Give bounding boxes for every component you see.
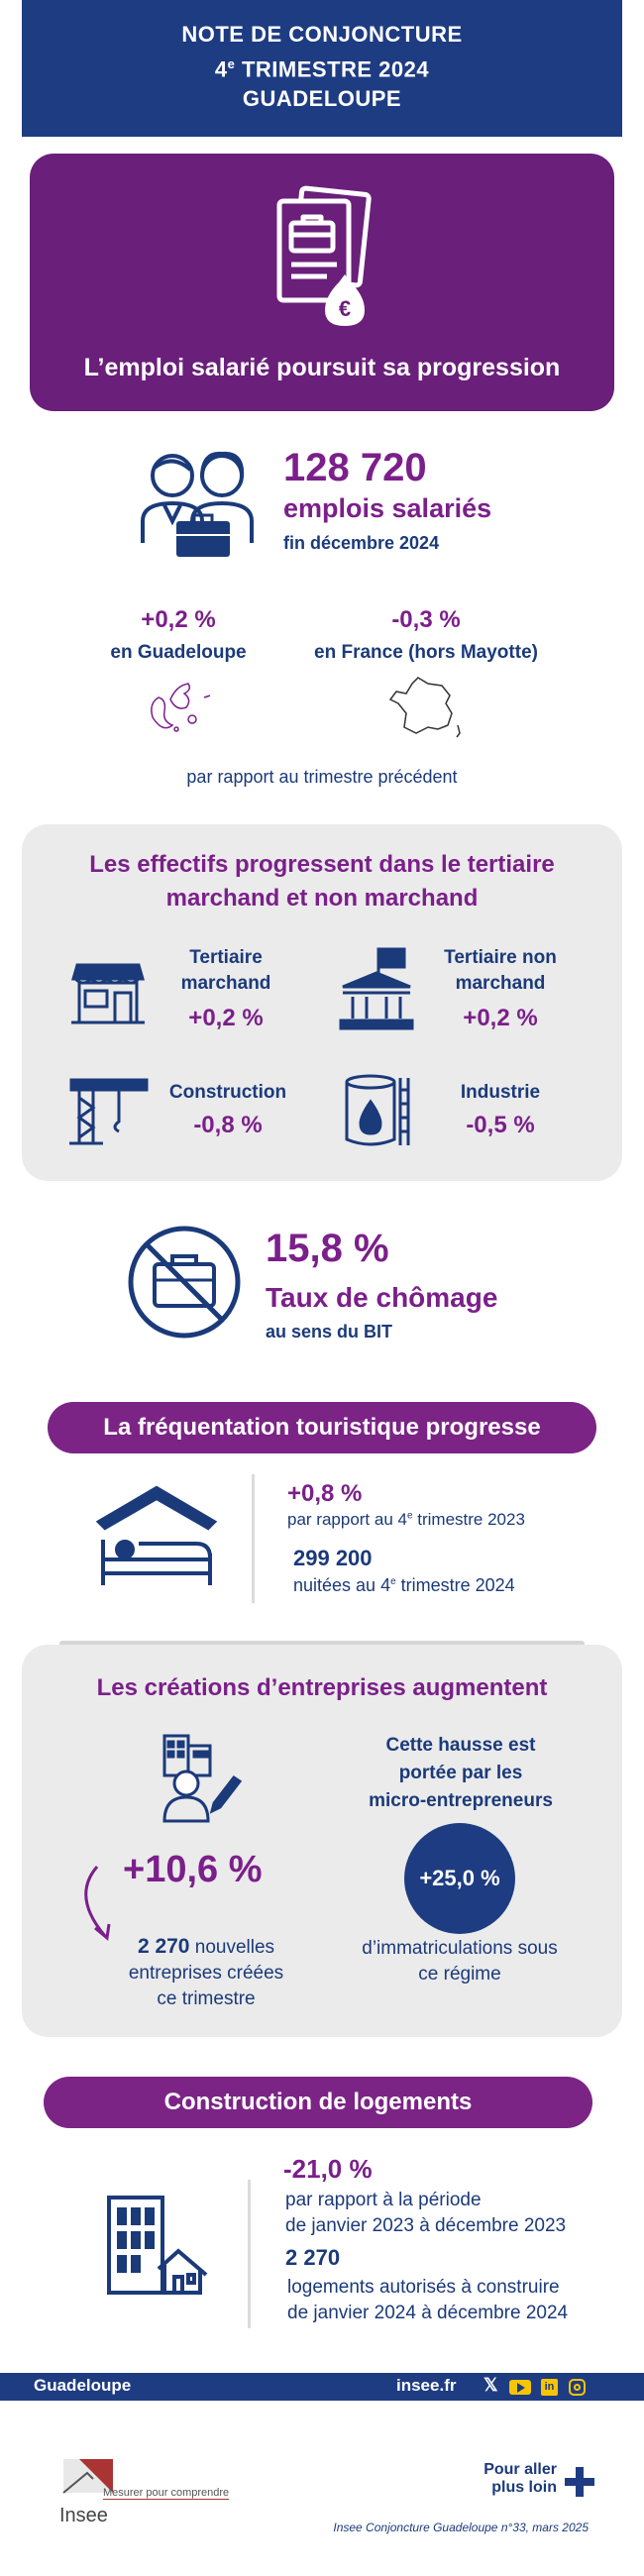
comparison-note: par rapport au trimestre précédent [186,767,458,787]
hero-title: L’emploi salarié poursuit sa progression [83,354,561,381]
tourism-change: +0,8 % [287,1480,363,1507]
svg-text:€: € [339,296,351,321]
sector-value-industrie: -0,5 % [466,1112,535,1138]
tourism-nights: 299 200 [293,1546,373,1570]
unemployment-sub: au sens du BIT [266,1322,393,1342]
employment-value: 128 720 [283,446,427,489]
header-line-1: NOTE DE CONJONCTURE [181,22,463,47]
documents-money-icon: € [276,185,372,326]
instagram-icon[interactable] [569,2379,586,2396]
france-label: en France (hors Mayotte) [314,642,538,663]
insee-site-link[interactable]: insee.fr [396,2376,457,2395]
hero-panel: € L’emploi salarié poursuit sa progressi… [30,154,614,411]
business-count-label-1: nouvelles [194,1937,275,1958]
housing-count: 2 270 [285,2245,341,2270]
more-info-link[interactable]: Pour aller plus loin [483,2461,557,2496]
header-banner: NOTE DE CONJONCTURE 4e TRIMESTRE 2024 GU… [22,0,622,137]
footer-bar: Guadeloupe insee.fr 𝕏 in [0,2373,644,2401]
insee-logo-text: Insee [59,2505,108,2526]
entrepreneur-icon [162,1734,243,1823]
business-change: +10,6 % [123,1849,263,1890]
public-building-icon [339,947,414,1030]
tourism-change-label: par rapport au 4e trimestre 2023 [287,1510,525,1529]
footer-region: Guadeloupe [34,2376,132,2395]
housing-title-pill: Construction de logements [44,2077,592,2128]
micro-label: d’immatriculations sous ce régime [362,1938,558,1985]
tourism-nights-label: nuitées au 4e trimestre 2024 [293,1575,515,1595]
business-title: Les créations d’entreprises augmentent [96,1674,548,1701]
sector-label-construction: Construction [168,1082,287,1103]
employment-label: emplois salariés [283,493,492,523]
sector-label-tertiaire-marchand: Tertiaire marchand [180,947,271,994]
insee-logo-icon [62,2459,113,2494]
business-count-block: 2 270 nouvelles entreprises créées ce tr… [107,1934,305,2012]
sector-value-construction: -0,8 % [193,1112,263,1138]
curved-arrow-icon [84,1866,111,1941]
housing-separator [248,2180,251,2328]
citation: Insee Conjoncture Guadeloupe n°33, mars … [333,2521,589,2534]
micro-text: Cette hausse est portée par les micro-en… [369,1735,553,1811]
youtube-icon[interactable] [509,2380,531,2395]
housing-change-label: par rapport à la période de janvier 2023… [285,2190,567,2236]
unemployment-label: Taux de chômage [266,1282,498,1313]
housing-change: -21,0 % [283,2154,373,2184]
building-house-icon [107,2196,208,2295]
sector-label-tertiaire-non-marchand: Tertiaire non marchand [444,947,557,994]
workers-icon [141,451,254,557]
business-count-label-2: entreprises créées [128,1963,284,1984]
sector-value-tertiaire-marchand: +0,2 % [188,1005,264,1031]
guadeloupe-change: +0,2 % [141,606,216,633]
header-line-2: 4e TRIMESTRE 2024 [214,56,430,82]
sectors-panel [22,824,622,1181]
employment-sub: fin décembre 2024 [283,533,440,553]
x-icon[interactable]: 𝕏 [483,2375,498,2395]
guadeloupe-label: en Guadeloupe [110,642,247,663]
shop-icon [71,963,145,1024]
header-line-3: GUADELOUPE [242,86,402,112]
unemployment-value: 15,8 % [266,1227,389,1270]
sectors-title: Les effectifs progressent dans le tertia… [89,851,555,912]
sector-value-tertiaire-non-marchand: +0,2 % [463,1005,538,1031]
plus-icon[interactable] [563,2465,596,2499]
housing-count-label: logements autorisés à construire de janv… [287,2277,569,2323]
micro-change-circle: +25,0 % [404,1823,515,1934]
crane-icon [69,1078,149,1145]
tourism-separator [252,1474,255,1603]
factory-tank-icon [345,1074,410,1146]
house-bed-icon [95,1485,218,1585]
business-count: 2 270 [137,1935,190,1958]
france-map-icon [388,677,461,738]
section-divider [59,1641,585,1647]
tourism-title-pill: La fréquentation touristique progresse [48,1402,596,1453]
linkedin-icon[interactable]: in [541,2379,558,2396]
insee-tagline: Mesurer pour comprendre [103,2487,230,2500]
guadeloupe-map-icon [151,683,211,732]
business-count-label-3: ce trimestre [157,1988,256,2009]
no-briefcase-icon [128,1226,241,1339]
business-panel [22,1645,622,2037]
france-change: -0,3 % [391,606,461,633]
sector-label-industrie: Industrie [460,1082,541,1103]
